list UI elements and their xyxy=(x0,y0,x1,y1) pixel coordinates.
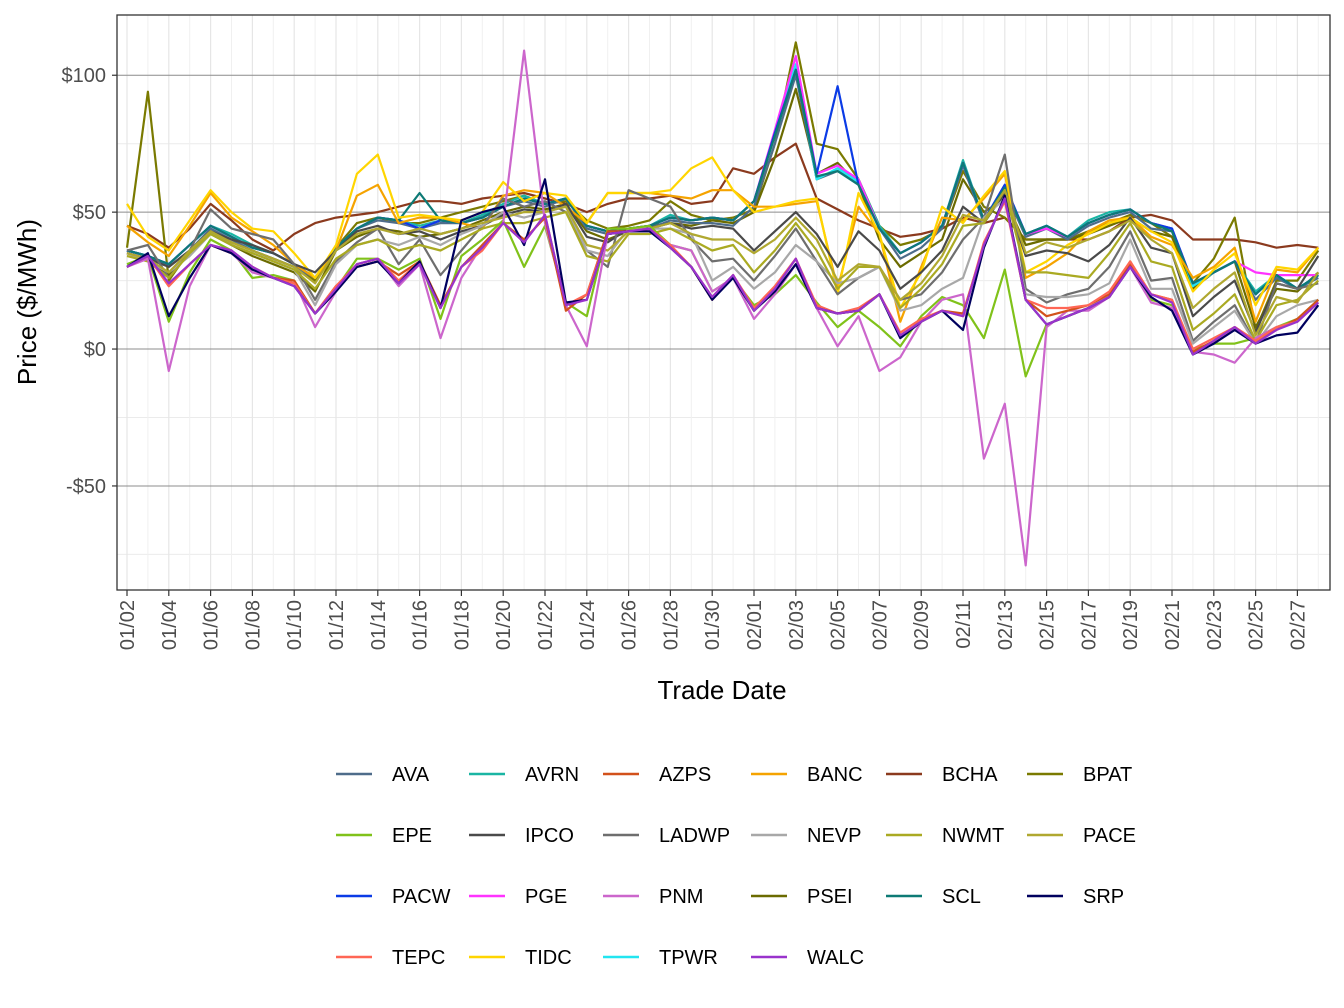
x-tick-label: 02/13 xyxy=(995,600,1017,650)
series-line-pace xyxy=(126,189,1320,337)
x-tick-label: 01/18 xyxy=(451,600,473,650)
x-tick-label: 02/23 xyxy=(1204,600,1226,650)
legend: AVA AVRN AZPS BANC BCHA BPAT EPE IPCO LADWP NEVP N… xyxy=(336,764,1136,969)
x-tick-label: 02/25 xyxy=(1246,600,1268,650)
legend-label: NWMT xyxy=(942,825,1004,847)
legend-label: SCL xyxy=(942,886,981,908)
x-axis: 01/02 01/04 01/06 01/08 01/10 01/12 01/14 01/16… xyxy=(117,590,1309,650)
series-line-psei xyxy=(126,87,1320,329)
x-tick-label: 02/19 xyxy=(1120,600,1142,650)
x-tick-label: 02/17 xyxy=(1078,600,1100,650)
series-layer xyxy=(125,41,1320,567)
x-tick-label: 02/03 xyxy=(786,600,808,650)
legend-label: PGE xyxy=(525,886,567,908)
legend-item-walc: WALC xyxy=(751,947,864,969)
legend-item-pnm: PNM xyxy=(603,886,703,908)
x-tick-label: 01/06 xyxy=(201,600,223,650)
legend-label: NEVP xyxy=(807,825,861,847)
legend-item-nwmt: NWMT xyxy=(886,825,1004,847)
x-tick-label: 02/09 xyxy=(911,600,933,650)
legend-item-psei: PSEI xyxy=(751,886,853,908)
series-line-ipco xyxy=(126,191,1320,334)
x-tick-label: 02/01 xyxy=(744,600,766,650)
x-tick-label: 02/27 xyxy=(1287,600,1309,650)
legend-label: PSEI xyxy=(807,886,853,908)
panel-border xyxy=(116,14,1331,591)
series-line-bcha xyxy=(126,142,1319,252)
legend-item-ladwp: LADWP xyxy=(603,825,730,847)
x-tick-label: 01/26 xyxy=(619,600,641,650)
x-tick-label: 01/14 xyxy=(368,600,390,650)
y-tick-label: $50 xyxy=(73,202,106,224)
legend-item-ava: AVA xyxy=(336,764,430,786)
x-tick-label: 01/22 xyxy=(535,600,557,650)
y-axis: $100 $50 $0 -$50 xyxy=(62,65,117,498)
legend-item-bpat: BPAT xyxy=(1027,764,1132,786)
legend-label: PNM xyxy=(659,886,703,908)
grid-layer xyxy=(117,15,1330,590)
x-tick-label: 01/08 xyxy=(242,600,264,650)
plot-background xyxy=(117,15,1330,590)
y-tick-label: $0 xyxy=(84,339,106,361)
legend-label: TPWR xyxy=(659,947,718,969)
x-tick-label: 02/11 xyxy=(953,600,975,649)
x-tick-label: 01/20 xyxy=(493,600,515,650)
legend-item-scl: SCL xyxy=(886,886,981,908)
legend-item-ipco: IPCO xyxy=(469,825,574,847)
legend-label: AVA xyxy=(392,764,430,786)
x-axis-title: Trade Date xyxy=(657,675,786,705)
legend-label: TIDC xyxy=(525,947,572,969)
legend-item-tidc: TIDC xyxy=(469,947,572,969)
x-tick-label: 01/28 xyxy=(660,600,682,650)
legend-item-avrn: AVRN xyxy=(469,764,579,786)
x-tick-label: 01/24 xyxy=(577,600,599,650)
legend-item-azps: AZPS xyxy=(603,764,711,786)
legend-label: SRP xyxy=(1083,886,1124,908)
x-tick-label: 01/30 xyxy=(702,600,724,650)
legend-item-bcha: BCHA xyxy=(886,764,998,786)
legend-item-epe: EPE xyxy=(336,825,432,847)
x-tick-label: 02/05 xyxy=(828,600,850,650)
legend-item-pace: PACE xyxy=(1027,825,1136,847)
series-line-ladwp xyxy=(126,153,1319,345)
legend-label: PACW xyxy=(392,886,451,908)
x-tick-label: 02/15 xyxy=(1037,600,1059,650)
legend-item-tepc: TEPC xyxy=(336,947,445,969)
x-tick-label: 01/16 xyxy=(410,600,432,650)
legend-label: BCHA xyxy=(942,764,998,786)
legend-item-banc: BANC xyxy=(751,764,863,786)
legend-item-tpwr: TPWR xyxy=(603,947,718,969)
series-line-banc xyxy=(126,172,1320,323)
legend-label: TEPC xyxy=(392,947,445,969)
series-line-nevp xyxy=(126,197,1319,345)
y-axis-title: Price ($/MWh) xyxy=(12,219,42,385)
legend-label: BANC xyxy=(807,764,863,786)
legend-label: PACE xyxy=(1083,825,1136,847)
y-tick-label: -$50 xyxy=(66,476,106,498)
x-tick-label: 02/07 xyxy=(869,600,891,650)
legend-label: LADWP xyxy=(659,825,730,847)
legend-label: AVRN xyxy=(525,764,579,786)
x-tick-label: 01/12 xyxy=(326,600,348,650)
x-tick-label: 01/10 xyxy=(284,600,306,650)
x-tick-label: 01/04 xyxy=(159,600,181,650)
legend-label: IPCO xyxy=(525,825,574,847)
series-line-walc xyxy=(126,197,1320,356)
legend-item-srp: SRP xyxy=(1027,886,1124,908)
legend-label: AZPS xyxy=(659,764,711,786)
x-tick-label: 02/21 xyxy=(1162,600,1184,650)
x-tick-label: 01/02 xyxy=(117,600,139,650)
legend-item-pacw: PACW xyxy=(336,886,451,908)
series-line-nwmt xyxy=(126,189,1320,342)
legend-item-nevp: NEVP xyxy=(751,825,861,847)
legend-label: BPAT xyxy=(1083,764,1132,786)
legend-item-pge: PGE xyxy=(469,886,567,908)
legend-label: WALC xyxy=(807,947,864,969)
legend-label: EPE xyxy=(392,825,432,847)
y-tick-label: $100 xyxy=(62,65,107,87)
